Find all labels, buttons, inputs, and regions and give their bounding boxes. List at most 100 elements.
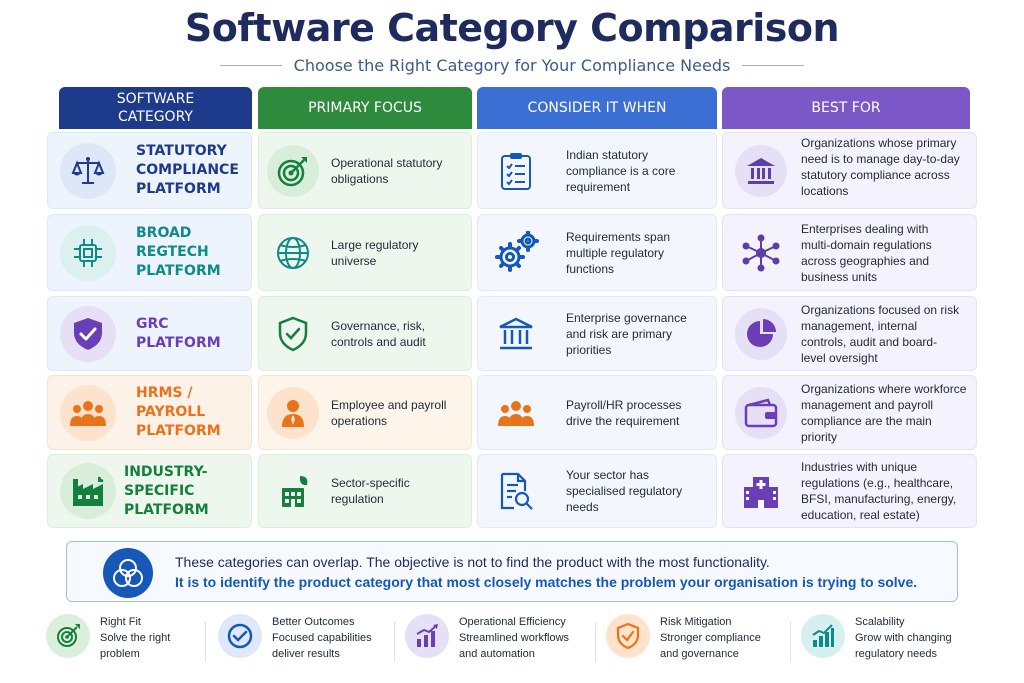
target-icon <box>267 144 319 197</box>
shield-check-outline-icon <box>267 316 319 352</box>
best-text: Enterprises dealing with multi-domain re… <box>801 221 932 284</box>
benefit-better-outcomes: Better Outcomes Focused capabilities del… <box>218 614 393 674</box>
benefit-title: Scalability <box>855 616 905 628</box>
best-text: Organizations whose primary need is to m… <box>801 135 960 198</box>
benefit-title: Risk Mitigation <box>660 616 732 628</box>
benefit-desc-1: Streamlined workflows <box>459 632 570 644</box>
category-cell: GRC PLATFORM <box>47 296 252 371</box>
benefit-text: Risk Mitigation Stronger compliance and … <box>660 614 761 662</box>
network-icon <box>735 233 787 273</box>
focus-text: Large regulatory universe <box>331 237 419 268</box>
benefit-desc-1: Grow with changing <box>855 632 952 644</box>
best-cell: Organizations focused on risk management… <box>722 296 977 371</box>
overlap-callout: These categories can overlap. The object… <box>66 541 958 602</box>
page-title: Software Category Comparison <box>184 6 840 50</box>
subtitle-row: Choose the Right Category for Your Compl… <box>0 56 1024 75</box>
people-icon <box>60 384 116 441</box>
focus-text: Employee and payroll operations <box>331 397 447 428</box>
benefit-desc-1: Focused capabilities <box>272 632 372 644</box>
benefit-desc-2: and automation <box>459 648 535 660</box>
consider-text: Payroll/HR processes drive the requireme… <box>566 397 682 428</box>
divider <box>595 622 596 662</box>
category-label: GRC PLATFORM <box>136 315 221 351</box>
employee-icon <box>267 386 319 439</box>
header-primary-focus: PRIMARY FOCUS <box>258 87 472 129</box>
category-label: STATUTORY COMPLIANCE PLATFORM <box>136 143 239 197</box>
consider-cell: Indian statutory compliance is a core re… <box>477 132 717 209</box>
focus-cell: Operational statutory obligations <box>258 132 472 209</box>
bar-growth-icon <box>405 614 449 658</box>
focus-text: Operational statutory obligations <box>331 155 443 186</box>
best-text: Organizations focused on risk management… <box>801 302 960 365</box>
globe-icon <box>267 234 319 272</box>
benefit-scalability: Scalability Grow with changing regulator… <box>801 614 976 674</box>
consider-cell: Payroll/HR processes drive the requireme… <box>477 375 717 450</box>
divider <box>394 622 395 662</box>
focus-text: Sector-specific regulation <box>331 476 410 506</box>
consider-cell: Your sector has specialised regulatory n… <box>477 454 717 528</box>
benefit-text: Operational Efficiency Streamlined workf… <box>459 614 569 662</box>
subtitle-divider-right <box>742 65 805 66</box>
callout-line-1: These categories can overlap. The object… <box>175 554 770 570</box>
best-cell: Industries with unique regulations (e.g.… <box>722 454 977 528</box>
category-cell: HRMS / PAYROLL PLATFORM <box>47 375 252 450</box>
consider-text: Requirements span multiple regulatory fu… <box>566 229 671 276</box>
header-best-for: BEST FOR <box>722 87 970 129</box>
checklist-icon <box>496 151 536 191</box>
benefit-title: Right Fit <box>100 616 141 628</box>
callout-line-2: It is to identify the product category t… <box>175 574 918 590</box>
benefits-row: Right Fit Solve the right problem Better… <box>0 614 1024 674</box>
gears-icon <box>492 230 540 275</box>
benefit-desc-2: problem <box>100 648 140 660</box>
green-building-icon <box>267 474 319 508</box>
chip-icon <box>60 224 116 281</box>
wallet-icon <box>735 386 787 439</box>
document-search-icon <box>496 471 536 511</box>
focus-cell: Governance, risk, controls and audit <box>258 296 472 371</box>
best-cell: Organizations where workforce management… <box>722 375 977 450</box>
benefit-text: Scalability Grow with changing regulator… <box>855 614 952 662</box>
hospital-icon <box>735 473 787 509</box>
check-circle-icon <box>218 614 262 658</box>
benefit-desc-1: Solve the right <box>100 632 171 644</box>
benefit-risk-mitigation: Risk Mitigation Stronger compliance and … <box>606 614 786 674</box>
focus-cell: Employee and payroll operations <box>258 375 472 450</box>
divider <box>790 622 791 662</box>
consider-cell: Requirements span multiple regulatory fu… <box>477 214 717 291</box>
chart-up-icon <box>801 614 845 658</box>
best-cell: Enterprises dealing with multi-domain re… <box>722 214 977 291</box>
consider-text: Enterprise governance and risk are prima… <box>566 310 687 357</box>
benefit-text: Better Outcomes Focused capabilities del… <box>272 614 372 662</box>
benefit-right-fit: Right Fit Solve the right problem <box>46 614 196 674</box>
bank-icon <box>494 316 538 352</box>
benefit-operational-efficiency: Operational Efficiency Streamlined workf… <box>405 614 585 674</box>
focus-text: Governance, risk, controls and audit <box>331 318 426 349</box>
best-cell: Organizations whose primary need is to m… <box>722 132 977 209</box>
category-cell: INDUSTRY-SPECIFIC PLATFORM <box>47 454 252 528</box>
target-icon <box>46 614 90 658</box>
benefit-title: Operational Efficiency <box>459 616 566 628</box>
consider-text: Your sector has specialised regulatory n… <box>566 468 683 514</box>
category-cell: BROAD REGTECH PLATFORM <box>47 214 252 291</box>
shield-check-icon <box>606 614 650 658</box>
shield-check-icon <box>60 305 116 362</box>
category-label: BROAD REGTECH PLATFORM <box>136 225 221 279</box>
best-text: Industries with unique regulations (e.g.… <box>801 460 957 522</box>
header-consider-it-when: CONSIDER IT WHEN <box>477 87 717 129</box>
benefit-desc-2: and governance <box>660 648 739 660</box>
team-icon <box>492 398 540 428</box>
consider-cell: Enterprise governance and risk are prima… <box>477 296 717 371</box>
overlap-circles-icon <box>103 548 153 598</box>
category-label: HRMS / PAYROLL PLATFORM <box>136 385 221 439</box>
consider-text: Indian statutory compliance is a core re… <box>566 147 676 194</box>
pie-chart-icon <box>735 307 787 360</box>
category-label: INDUSTRY-SPECIFIC PLATFORM <box>124 463 209 518</box>
factory-icon <box>60 463 116 519</box>
focus-cell: Sector-specific regulation <box>258 454 472 528</box>
benefit-title: Better Outcomes <box>272 616 355 628</box>
header-software-category: SOFTWARE CATEGORY <box>59 87 252 129</box>
focus-cell: Large regulatory universe <box>258 214 472 291</box>
benefit-text: Right Fit Solve the right problem <box>100 614 170 662</box>
benefit-desc-2: deliver results <box>272 648 340 660</box>
subtitle-divider-left <box>219 65 282 66</box>
